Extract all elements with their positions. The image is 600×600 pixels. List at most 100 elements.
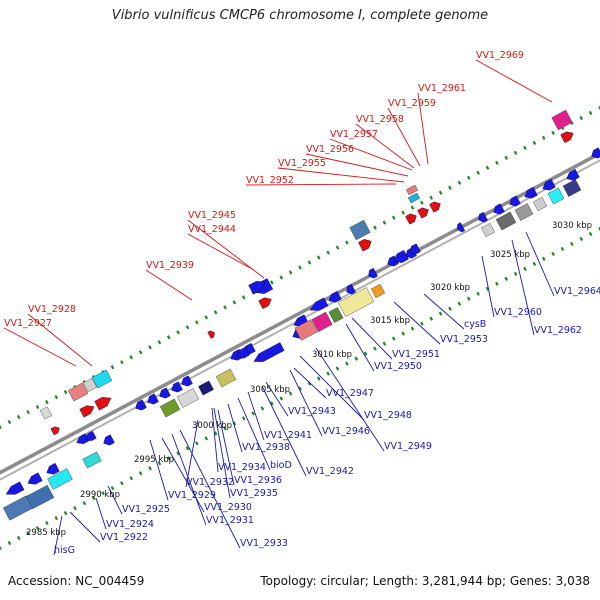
scale-label: 2985 kbp: [26, 528, 66, 538]
gene-arrow-forward: [560, 131, 574, 144]
tick-mark: [176, 330, 180, 335]
gene-label-reverse: VV1_2942: [306, 466, 354, 477]
leader-line: [145, 269, 193, 301]
tick-mark: [420, 321, 424, 326]
gene-arrow-reverse: [171, 381, 183, 393]
tick-mark: [148, 466, 152, 471]
tick-mark: [185, 325, 190, 330]
tick-mark: [157, 461, 162, 466]
gene-label-reverse: VV1_2943: [288, 406, 336, 417]
gene-label-reverse: VV1_2932: [186, 477, 234, 488]
gene-label-reverse: VV1_2964: [554, 286, 600, 297]
tick-mark: [326, 371, 330, 376]
tick-mark: [457, 301, 462, 306]
gene-label-forward: VV1_2944: [188, 224, 236, 235]
gene-label-reverse: VV1_2938: [242, 442, 290, 453]
tick-mark: [345, 361, 349, 366]
tick-mark: [373, 346, 377, 351]
tick-mark: [316, 376, 321, 381]
gene-arrow-reverse: [493, 203, 505, 215]
gene-box: [25, 484, 55, 510]
leader-line: [289, 369, 323, 437]
tick-mark: [495, 160, 499, 165]
tick-mark: [120, 481, 124, 486]
leader-line: [265, 381, 289, 417]
leader-line: [69, 511, 101, 543]
tick-mark: [523, 266, 527, 271]
gene-box: [562, 179, 582, 197]
gene-box: [328, 307, 344, 323]
gene-label-reverse: bioD: [270, 460, 292, 471]
tick-mark: [54, 515, 59, 521]
gene-box: [176, 388, 200, 408]
gene-label-reverse: VV1_2951: [392, 349, 440, 360]
leader-line: [423, 293, 465, 330]
leader-line: [299, 355, 365, 421]
tick-mark: [579, 236, 584, 242]
gene-box: [370, 283, 386, 299]
tick-mark: [335, 245, 340, 250]
tick-mark: [232, 300, 237, 305]
gene-label-forward: VV1_2958: [356, 114, 404, 125]
tick-mark: [448, 185, 452, 190]
tick-mark: [485, 165, 490, 170]
gene-box: [495, 211, 517, 231]
tick-mark: [579, 115, 584, 121]
tick-mark: [26, 409, 30, 415]
gene-arrow-reverse: [542, 178, 556, 191]
tick-mark: [195, 320, 199, 325]
tick-mark: [91, 496, 96, 501]
gene-label-forward: VV1_2969: [476, 50, 524, 61]
tick-mark: [241, 416, 246, 421]
gene-arrow-reverse: [85, 430, 97, 442]
tick-mark: [7, 540, 12, 546]
tick-mark: [382, 220, 387, 225]
gene-label-reverse: VV1_2960: [494, 307, 542, 318]
gene-box: [514, 203, 534, 221]
gene-arrow-reverse: [591, 147, 600, 159]
tick-mark: [138, 350, 143, 355]
tick-mark: [560, 246, 565, 252]
gene-box: [82, 377, 98, 393]
gene-box: [311, 311, 333, 333]
tick-mark: [270, 280, 274, 285]
gene-box: [405, 184, 419, 196]
gene-label-reverse: VV1_2953: [440, 334, 488, 345]
gene-label-reverse: VV1_2924: [106, 519, 154, 530]
gene-arrow-reverse: [509, 195, 521, 207]
leader-line: [211, 407, 219, 473]
tick-mark: [466, 175, 471, 180]
tick-mark: [363, 351, 368, 356]
gene-arrow-forward: [94, 396, 112, 411]
gene-label-forward: VV1_2952: [246, 175, 294, 186]
leader-line: [179, 429, 241, 549]
gene-label-reverse: VV1_2922: [100, 532, 148, 543]
gene-features: [2, 109, 600, 521]
gene-labels: VV1_2927 VV1_2928 VV1_2939 VV1_2944 VV1_2945…: [4, 50, 600, 556]
tick-mark: [457, 180, 462, 185]
tick-mark: [288, 270, 293, 275]
gene-box: [480, 222, 496, 238]
leader-line: [305, 153, 409, 177]
gene-box: [532, 196, 548, 212]
gene-box: [551, 109, 573, 131]
tick-mark: [260, 406, 265, 411]
tick-mark: [73, 506, 77, 511]
gene-arrow-reverse: [236, 346, 250, 359]
gene-box: [407, 192, 421, 204]
gene-label-reverse: VV1_2941: [264, 430, 312, 441]
gene-arrow-forward: [417, 207, 429, 219]
leader-line: [237, 397, 271, 471]
tick-mark: [588, 110, 593, 116]
gene-arrow-reverse: [135, 399, 147, 411]
gene-label-reverse: VV1_2925: [122, 504, 170, 515]
tick-mark: [63, 390, 68, 395]
leader-line: [475, 59, 553, 103]
leader-line: [187, 219, 265, 279]
tick-mark: [298, 386, 302, 391]
gene-arrow-reverse: [478, 211, 488, 223]
tick-mark: [0, 545, 2, 551]
leader-line: [213, 407, 231, 499]
gene-arrow-reverse: [27, 472, 43, 485]
